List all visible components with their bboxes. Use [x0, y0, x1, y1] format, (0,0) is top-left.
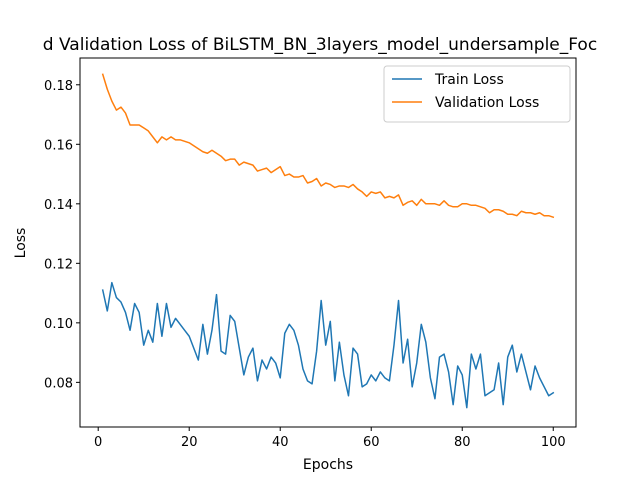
x-tick-label: 40: [272, 435, 289, 450]
y-tick-label: 0.18: [44, 79, 73, 94]
x-axis: 0 20 40 60 80 100: [94, 427, 566, 450]
x-tick-label: 80: [454, 435, 471, 450]
y-tick-label: 0.16: [44, 138, 73, 153]
y-tick-label: 0.12: [44, 257, 73, 272]
x-tick-label: 100: [541, 435, 566, 450]
y-axis-label: Loss: [13, 228, 29, 259]
x-tick-label: 0: [94, 435, 102, 450]
legend-label: Validation Loss: [435, 95, 539, 111]
x-tick-label: 20: [181, 435, 198, 450]
y-tick-label: 0.14: [44, 198, 73, 213]
legend: Train Loss Validation Loss: [383, 65, 571, 123]
chart-title: d Validation Loss of BiLSTM_BN_3layers_m…: [43, 35, 597, 55]
legend-label: Train Loss: [434, 72, 504, 88]
series-line-validation-loss: [101, 73, 555, 219]
legend-box: [383, 65, 571, 123]
series-line-train-loss: [101, 281, 555, 409]
series-layer: [101, 73, 555, 409]
x-tick-label: 60: [363, 435, 380, 450]
plot-frame: [79, 57, 577, 428]
y-axis: 0.08 0.10 0.12 0.14 0.16 0.18: [44, 79, 80, 391]
y-tick-label: 0.08: [44, 376, 73, 391]
plot-area: [79, 57, 577, 428]
x-axis-label: Epochs: [303, 457, 353, 473]
y-tick-label: 0.10: [44, 317, 73, 332]
